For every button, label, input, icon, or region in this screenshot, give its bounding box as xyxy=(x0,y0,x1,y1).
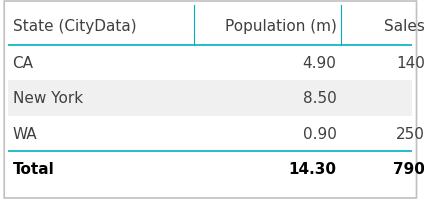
Bar xyxy=(8,151,412,186)
Text: New York: New York xyxy=(13,91,83,106)
Text: Total: Total xyxy=(13,161,54,176)
Bar xyxy=(8,116,412,151)
FancyBboxPatch shape xyxy=(4,2,416,198)
Bar xyxy=(8,81,412,116)
Text: CA: CA xyxy=(13,56,33,71)
Text: 4.90: 4.90 xyxy=(303,56,337,71)
Text: 8.50: 8.50 xyxy=(303,91,337,106)
Text: 250: 250 xyxy=(396,126,424,141)
Bar xyxy=(8,6,412,46)
Text: 790: 790 xyxy=(393,161,424,176)
Text: 14.30: 14.30 xyxy=(289,161,337,176)
Text: 140: 140 xyxy=(396,56,424,71)
Text: WA: WA xyxy=(13,126,37,141)
Text: Sales: Sales xyxy=(384,19,424,33)
Text: 0.90: 0.90 xyxy=(303,126,337,141)
Text: State (CityData): State (CityData) xyxy=(13,19,136,33)
Bar xyxy=(8,46,412,81)
Text: Population (m): Population (m) xyxy=(225,19,337,33)
